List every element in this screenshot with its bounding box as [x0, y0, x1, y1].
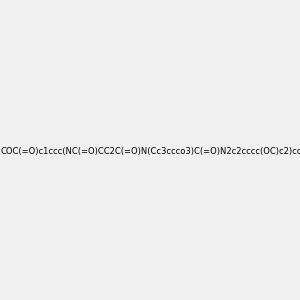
Text: COC(=O)c1ccc(NC(=O)CC2C(=O)N(Cc3ccco3)C(=O)N2c2cccc(OC)c2)cc1: COC(=O)c1ccc(NC(=O)CC2C(=O)N(Cc3ccco3)C(… [0, 147, 300, 156]
